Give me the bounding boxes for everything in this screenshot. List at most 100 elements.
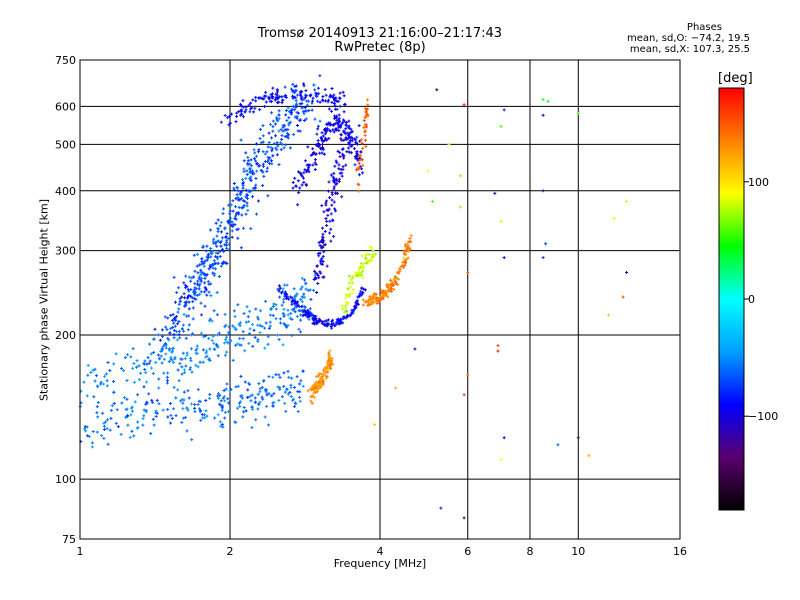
data-point (133, 380, 137, 384)
data-point (184, 302, 188, 306)
data-point (365, 261, 369, 265)
data-point (296, 203, 300, 207)
data-point (208, 347, 212, 351)
y-tick-label: 300 (55, 245, 76, 258)
data-point (235, 115, 239, 119)
data-point (303, 278, 307, 282)
data-point (132, 434, 136, 438)
y-tick-label: 200 (55, 329, 76, 342)
data-point (256, 338, 260, 342)
data-point (358, 139, 362, 143)
data-point (349, 278, 353, 282)
data-point (93, 367, 97, 371)
data-point (248, 167, 252, 171)
data-point (215, 333, 219, 337)
data-point (237, 110, 241, 114)
data-point (329, 93, 333, 97)
data-point (181, 407, 185, 411)
data-point (137, 364, 141, 368)
data-point (333, 107, 337, 111)
x-tick-label: 2 (227, 545, 234, 558)
data-point (238, 337, 242, 341)
data-point (270, 111, 274, 115)
data-point (349, 130, 353, 134)
data-point (234, 197, 238, 201)
data-point (300, 295, 304, 299)
data-point (341, 321, 345, 325)
data-point (120, 401, 124, 405)
data-point (625, 199, 629, 203)
data-point (205, 354, 209, 358)
data-point (216, 218, 220, 222)
data-point (325, 324, 329, 328)
data-point (312, 83, 316, 87)
data-point (102, 436, 106, 440)
data-point (216, 251, 220, 255)
data-point (254, 95, 258, 99)
data-point (360, 286, 364, 290)
data-point (246, 208, 250, 212)
data-point (211, 271, 215, 275)
data-point (405, 247, 409, 251)
data-point (319, 147, 323, 151)
data-point (148, 359, 152, 363)
data-point (346, 131, 350, 135)
data-point (366, 103, 370, 107)
data-point (316, 320, 320, 324)
data-point (264, 389, 268, 393)
data-point (179, 357, 183, 361)
data-point (199, 301, 203, 305)
data-point (366, 98, 370, 102)
data-point (180, 372, 184, 376)
data-point (82, 380, 86, 384)
data-point (171, 326, 175, 330)
data-point (360, 141, 364, 145)
data-point (245, 169, 249, 173)
data-point (193, 410, 197, 414)
data-point (408, 247, 412, 251)
data-point (177, 286, 181, 290)
data-point (181, 351, 185, 355)
data-point (257, 150, 261, 154)
data-point (277, 113, 281, 117)
data-point (230, 235, 234, 239)
data-point (218, 420, 222, 424)
data-point (295, 375, 299, 379)
data-point (319, 271, 323, 275)
data-point (203, 276, 207, 280)
data-point (208, 392, 212, 396)
data-point (374, 252, 378, 256)
data-point (244, 409, 248, 413)
data-point (397, 277, 401, 281)
data-point (297, 327, 301, 331)
data-point (260, 325, 264, 329)
data-point (268, 156, 272, 160)
data-point (270, 162, 274, 166)
data-point (310, 394, 314, 398)
data-point (197, 275, 201, 279)
data-point (173, 300, 177, 304)
data-point (135, 365, 139, 369)
data-point (293, 385, 297, 389)
data-point (330, 109, 334, 113)
data-point (211, 334, 215, 338)
data-point (194, 363, 198, 367)
data-point (260, 395, 264, 399)
data-point (177, 332, 181, 336)
data-point (230, 220, 234, 224)
data-point (541, 189, 545, 193)
data-point (335, 99, 339, 103)
data-point (169, 413, 173, 417)
data-point (277, 163, 281, 167)
data-point (375, 301, 379, 305)
data-point (370, 255, 374, 259)
data-point (264, 299, 268, 303)
data-point (265, 166, 269, 170)
data-point (143, 359, 147, 363)
x-tick-label: 8 (527, 545, 534, 558)
data-point (212, 341, 216, 345)
data-point (181, 323, 185, 327)
data-point (322, 239, 326, 243)
data-point (282, 300, 286, 304)
data-point (158, 338, 162, 342)
